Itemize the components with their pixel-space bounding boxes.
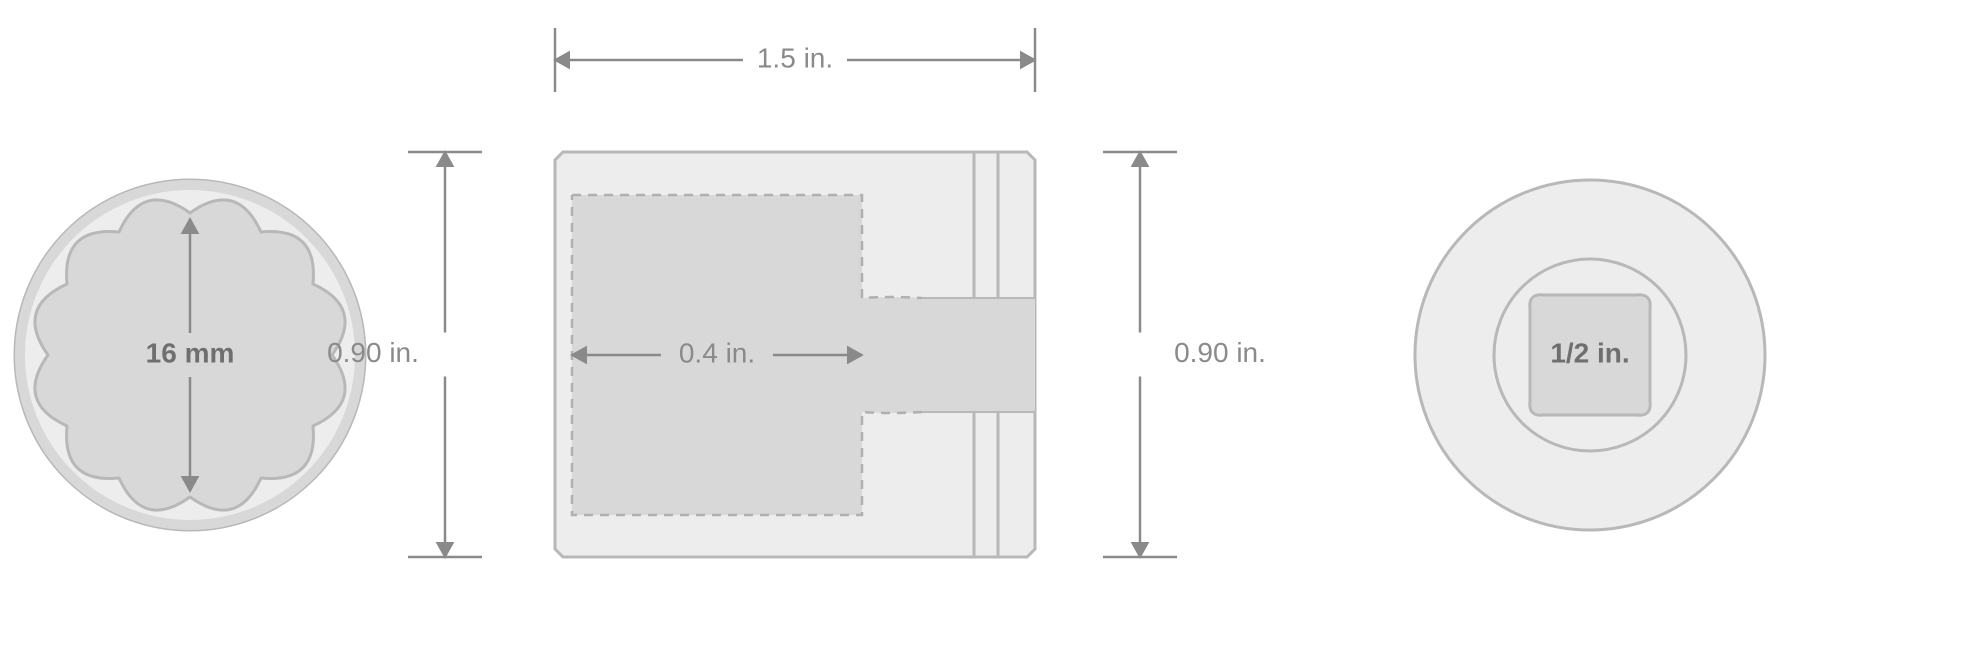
socket-side-view xyxy=(555,152,1035,557)
socket-size-label: 16 mm xyxy=(146,337,235,368)
height-left-label: 0.90 in. xyxy=(327,337,419,368)
technical-drawing: 16 mm 1/2 in. 0.4 in. 1.5 in. 0.90 in. 0… xyxy=(0,0,1969,650)
drive-size-label: 1/2 in. xyxy=(1550,337,1629,368)
length-label: 1.5 in. xyxy=(757,42,833,73)
height-right-label: 0.90 in. xyxy=(1174,337,1266,368)
depth-label: 0.4 in. xyxy=(679,337,755,368)
